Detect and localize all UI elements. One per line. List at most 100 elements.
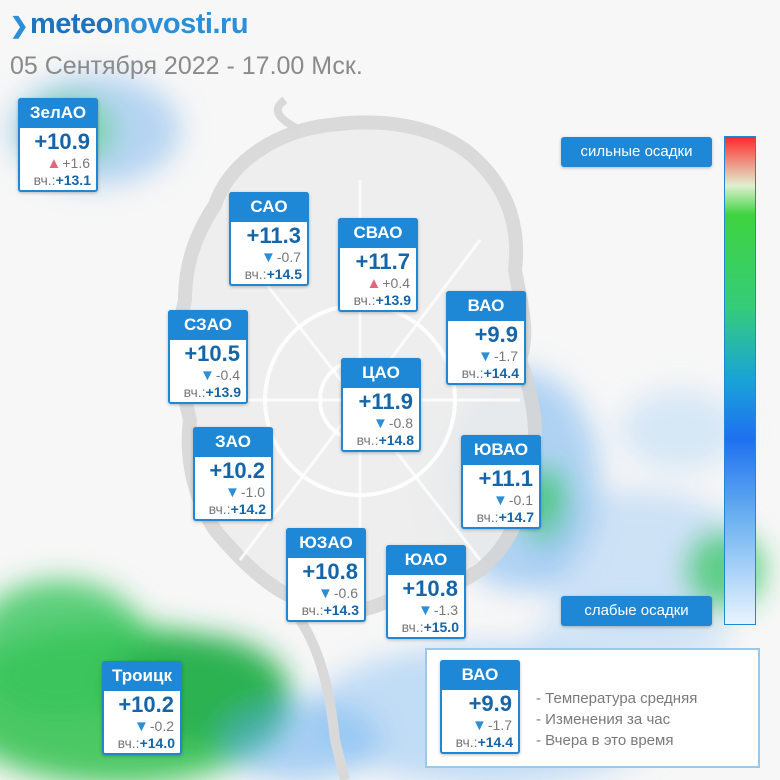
temperature-value: +10.8 [302,559,358,584]
yesterday-label: вч.: [208,501,231,517]
triangle-up-icon: ▲ [366,275,382,292]
logo-prefix: meteo [29,8,113,40]
district-card-zao: ЗАО +10.2 ▼-1.0 вч.:+14.2 [193,427,273,521]
triangle-up-icon: ▲ [46,155,62,172]
hourly-change: ▼-0.7 [231,249,301,266]
hourly-change: ▼-1.0 [195,484,265,501]
yesterday-label: вч.: [353,292,376,308]
district-name: САО [229,192,309,222]
yesterday-value: +14.8 [378,432,414,448]
triangle-down-icon: ▼ [478,348,493,365]
district-name: ЗелАО [18,98,98,128]
yesterday-label: вч.: [183,384,206,400]
hourly-change: ▼-0.4 [170,367,240,384]
yesterday-value: +14.3 [323,602,359,618]
legend-note-yesterday: - Вчера в это время [536,732,674,749]
district-name: ЮВАО [461,435,541,465]
yesterday-row: вч.:+14.2 [195,501,266,517]
temperature-value: +11.3 [246,223,301,248]
yesterday-value: +14.0 [139,735,175,751]
triangle-down-icon: ▼ [373,415,388,432]
yesterday-row: вч.:+14.4 [448,365,519,381]
hourly-change: ▼-1.3 [388,602,458,619]
temperature-value: +9.9 [474,322,518,347]
triangle-down-icon: ▼ [134,718,149,735]
yesterday-value: +14.2 [230,501,266,517]
change-value: -0.6 [333,585,358,601]
change-value: -0.7 [276,249,301,265]
change-value: +0.4 [382,275,410,291]
yesterday-value: +13.9 [205,384,241,400]
hourly-change: ▲+1.6 [20,155,91,172]
change-value: -0.8 [388,415,413,431]
yesterday-label: вч.: [461,365,484,381]
district-name: ВАО [446,291,526,321]
hourly-change: ▲+0.4 [340,275,411,292]
district-name: СЗАО [168,310,248,340]
yesterday-label: вч.: [117,735,140,751]
yesterday-row: вч.:+13.9 [340,292,411,308]
hourly-change: ▼-0.1 [463,492,533,509]
hourly-change: ▼-0.6 [288,585,358,602]
yesterday-row: вч.:+14.0 [104,735,175,751]
hourly-change: ▼-0.2 [104,718,174,735]
yesterday-row: вч.:+14.5 [231,266,302,282]
yesterday-value: +15.0 [423,619,459,635]
site-logo[interactable]: ❯meteonovosti.ru [10,6,249,44]
strong-precipitation-label: сильные осадки [561,137,712,167]
change-value: -0.4 [215,367,240,383]
logo-icon: ❯ [10,13,28,38]
temperature-value: +10.8 [402,576,458,601]
yesterday-label: вч.: [33,172,56,188]
temperature-value: +9.9 [468,691,512,716]
district-card-yuzao: ЮЗАО +10.8 ▼-0.6 вч.:+14.3 [286,528,366,622]
hourly-change: ▼-1.7 [448,348,518,365]
change-value: -0.2 [149,718,174,734]
yesterday-row: вч.:+13.9 [170,384,241,400]
district-name: ВАО [440,660,520,690]
district-card-yuvao: ЮВАО +11.1 ▼-0.1 вч.:+14.7 [461,435,541,529]
temperature-value: +11.7 [355,249,410,274]
temperature-value: +11.9 [358,389,413,414]
change-value: -1.0 [240,484,265,500]
district-name: ЮЗАО [286,528,366,558]
yesterday-row: вч.:+13.1 [20,172,91,188]
temperature-value: +11.1 [478,466,533,491]
date-time-subtitle: 05 Сентября 2022 - 17.00 Мск. [10,52,363,80]
district-name: ЦАО [341,358,421,388]
district-card-szao: СЗАО +10.5 ▼-0.4 вч.:+13.9 [168,310,248,404]
triangle-down-icon: ▼ [225,484,240,501]
triangle-down-icon: ▼ [318,585,333,602]
change-value: -1.7 [493,348,518,364]
triangle-down-icon: ▼ [418,602,433,619]
yesterday-label: вч.: [455,734,478,750]
temperature-value: +10.9 [34,129,90,154]
district-card-yuao: ЮАО +10.8 ▼-1.3 вч.:+15.0 [386,545,466,639]
weak-precipitation-label: слабые осадки [561,596,712,626]
yesterday-value: +13.1 [55,172,91,188]
district-name: ЮАО [386,545,466,575]
logo-suffix: novosti.ru [112,8,249,40]
triangle-down-icon: ▼ [472,717,487,734]
precipitation-scale-bar [724,136,756,625]
yesterday-label: вч.: [476,509,499,525]
hourly-change: ▼-1.7 [442,717,512,734]
legend-note-change: - Изменения за час [536,711,671,728]
change-value: -1.7 [487,717,512,733]
triangle-down-icon: ▼ [493,492,508,509]
change-value: -0.1 [508,492,533,508]
district-name: СВАО [338,218,418,248]
district-card-troitsk: Троицк +10.2 ▼-0.2 вч.:+14.0 [102,661,182,755]
change-value: +1.6 [62,155,90,171]
temperature-value: +10.2 [209,458,265,483]
district-card-zelao: ЗелАО +10.9 ▲+1.6 вч.:+13.1 [18,98,98,192]
district-name: ЗАО [193,427,273,457]
yesterday-row: вч.:+15.0 [388,619,459,635]
district-card-svao: СВАО +11.7 ▲+0.4 вч.:+13.9 [338,218,418,312]
yesterday-value: +14.4 [483,365,519,381]
yesterday-value: +14.7 [498,509,534,525]
temperature-value: +10.2 [118,692,174,717]
district-card-cao: ЦАО +11.9 ▼-0.8 вч.:+14.8 [341,358,421,452]
change-value: -1.3 [433,602,458,618]
legend-note-temperature: - Температура средняя [536,690,698,707]
